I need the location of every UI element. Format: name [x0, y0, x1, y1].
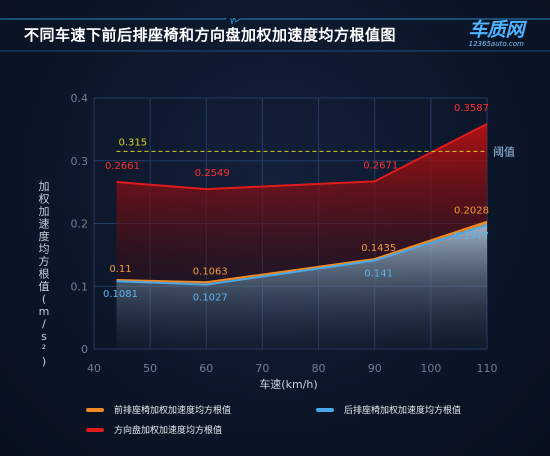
area-rear: [116, 224, 487, 349]
data-label-rear: 0.1027: [193, 293, 228, 304]
data-label-front: 0.1063: [193, 266, 228, 277]
y-axis-label: 加权加速度均方根值(m / s ²): [39, 180, 50, 368]
x-tick-label: 40: [87, 362, 101, 375]
y-tick-label: 0: [81, 343, 88, 356]
legend-label-rear: 后排座椅加权加速度均方根值: [344, 406, 462, 416]
area-steering: [116, 123, 487, 283]
series-lines: [116, 123, 488, 286]
x-tick-label: 90: [368, 362, 382, 375]
data-label-steering: 0.2549: [195, 168, 230, 179]
data-label-rear: 0.1977: [454, 231, 489, 242]
threshold-group: 0.315 阈值: [116, 137, 515, 158]
data-label-front: 0.11: [109, 264, 131, 275]
title-bar: 不同车速下前后排座椅和方向盘加权加速度均方根值图 车质网 12365auto.c…: [0, 18, 550, 52]
logo-sub-text: 12365auto.com: [468, 40, 524, 48]
y-tick-label: 0.2: [71, 218, 89, 231]
legend-label-front: 前排座椅加权加速度均方根值: [114, 406, 232, 416]
data-label-steering: 0.2671: [363, 160, 398, 171]
brand-logo: 车质网 12365auto.com: [468, 20, 524, 48]
y-tick-label: 0.1: [71, 280, 89, 293]
data-label-front: 0.2028: [454, 206, 489, 217]
page-title: 不同车速下前后排座椅和方向盘加权加速度均方根值图: [24, 26, 397, 44]
line-front: [116, 220, 488, 284]
x-tick-label: 80: [312, 362, 326, 375]
line-rear: [116, 223, 488, 286]
x-tick-label: 60: [199, 362, 213, 375]
line-steering: [116, 123, 488, 191]
x-tick-label: 50: [143, 362, 157, 375]
data-label-rear: 0.1081: [103, 289, 138, 300]
x-axis-label: 车速(km/h): [259, 377, 317, 391]
x-tick-label: 70: [255, 362, 269, 375]
data-labels: 0.2661 0.2549 0.2671 0.3587 0.11 0.1063 0.1435…: [103, 103, 489, 304]
data-label-steering: 0.2661: [105, 161, 140, 172]
x-tick-label: 110: [477, 362, 498, 375]
axis-labels: 40 50 60 70 80 90 100 110 0 0.1 0.2 0.3 0.4 车速(km/h) 加…: [39, 92, 498, 391]
x-tick-label: 100: [420, 362, 441, 375]
y-tick-label: 0.4: [71, 92, 89, 105]
legend-swatch-front: [86, 408, 104, 412]
y-tick-label: 0.3: [71, 155, 89, 168]
title-bar-decoration: [0, 18, 550, 52]
data-label-front: 0.1435: [361, 243, 396, 254]
data-label-rear: 0.141: [364, 269, 393, 280]
threshold-value-label: 0.315: [118, 137, 147, 148]
data-label-steering: 0.3587: [454, 103, 489, 114]
legend: 前排座椅加权加速度均方根值 后排座椅加权加速度均方根值 方向盘加权加速度均方根值: [0, 398, 550, 448]
legend-swatch-rear: [316, 408, 334, 412]
threshold-label: 阈值: [493, 144, 515, 158]
area-fills: [116, 123, 487, 349]
legend-swatch-steering: [86, 428, 104, 432]
legend-label-steering: 方向盘加权加速度均方根值: [114, 426, 223, 436]
logo-main-text: 车质网: [468, 19, 524, 41]
